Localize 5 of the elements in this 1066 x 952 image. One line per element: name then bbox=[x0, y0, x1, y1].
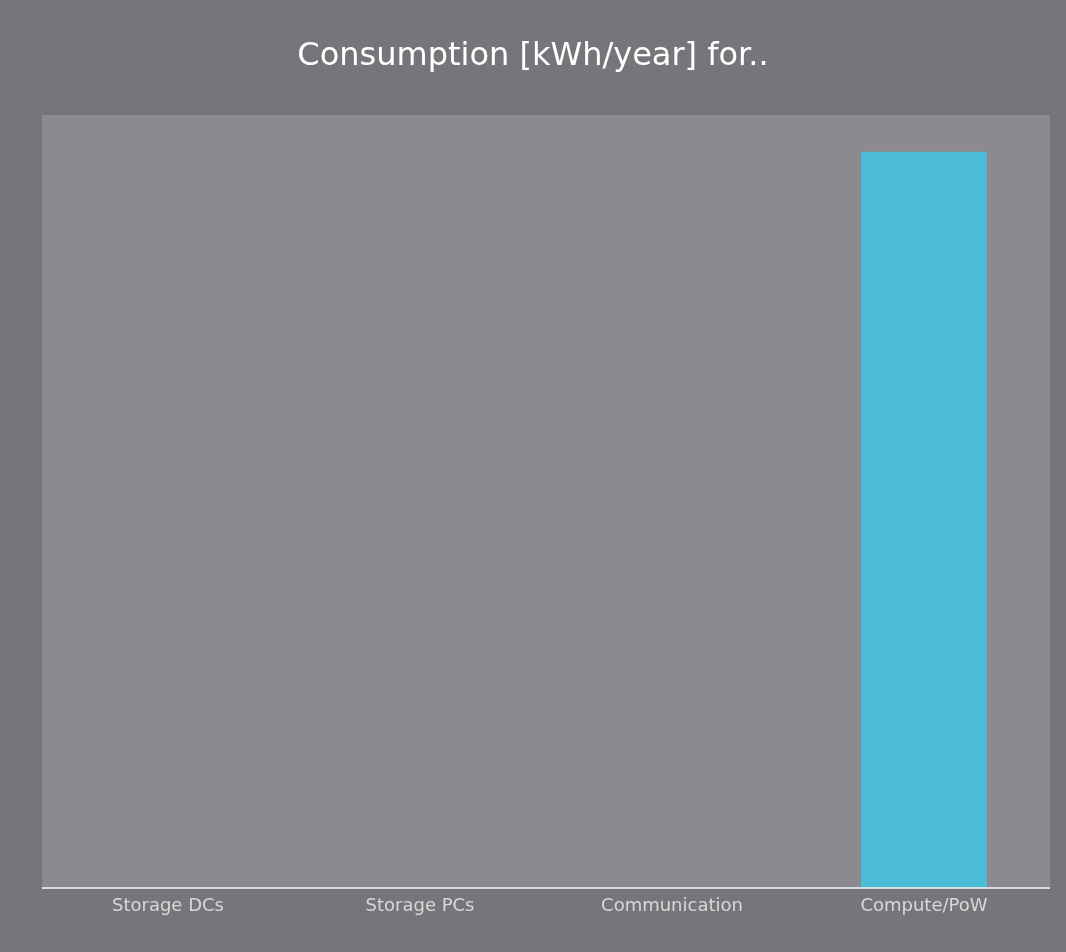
chart-title: Consumption [kWh/year] for.. bbox=[297, 35, 769, 74]
x-tick-label: Storage PCs bbox=[365, 893, 475, 915]
x-tick-label: Communication bbox=[601, 893, 743, 915]
x-tick-label: Storage DCs bbox=[112, 893, 224, 915]
x-tick-label: Compute/PoW bbox=[860, 893, 988, 915]
